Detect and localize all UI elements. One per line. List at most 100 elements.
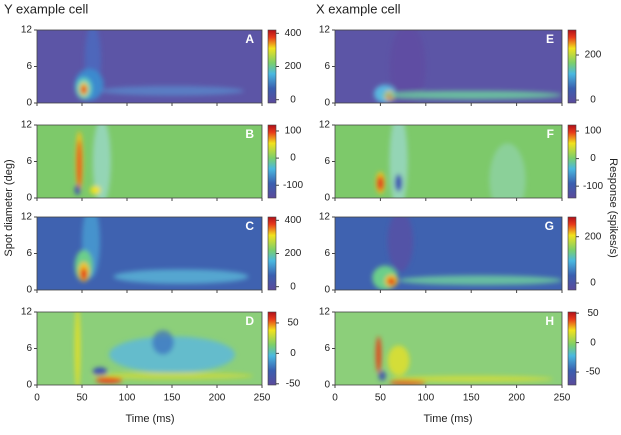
- heatmap-region: [152, 330, 174, 355]
- colorbar-tick-label: 0: [590, 278, 596, 289]
- heatmap: [335, 125, 562, 198]
- y-tick-label: 12: [21, 120, 33, 131]
- heatmap-region: [489, 143, 526, 198]
- colorbar-tick-label: 0: [290, 281, 296, 292]
- colorbar: [567, 124, 577, 199]
- colorbar: [567, 29, 577, 104]
- x-tick-label: 200: [209, 393, 226, 404]
- heatmap-region: [394, 174, 403, 192]
- colorbar-tick-label: 0: [290, 348, 296, 359]
- heatmap-region: [387, 345, 410, 376]
- colorbar-label: Response (spikes/s): [607, 158, 619, 258]
- y-tick-label: 12: [21, 307, 33, 318]
- heatmap: [37, 312, 262, 385]
- colorbar-tick-label: 200: [285, 248, 302, 259]
- heatmap-region: [375, 336, 382, 373]
- panel-label: F: [547, 127, 554, 141]
- x-tick-label: 200: [508, 393, 525, 404]
- colorbar-tick-label: 0: [290, 153, 296, 164]
- heatmap-region: [113, 269, 249, 284]
- heatmap-region: [387, 217, 414, 272]
- y-tick-label: 6: [26, 156, 32, 167]
- heatmap-region: [81, 85, 87, 94]
- colorbar-tick-label: 100: [285, 126, 302, 137]
- y-tick-label: 12: [319, 307, 331, 318]
- y-tick-label: 0: [26, 193, 32, 204]
- y-tick-label: 12: [21, 25, 33, 36]
- heatmap-region: [380, 90, 562, 100]
- heatmap-region: [92, 125, 111, 198]
- panel-label: B: [245, 127, 254, 141]
- colorbar-tick-label: 50: [587, 308, 599, 319]
- heatmap-region: [377, 176, 384, 191]
- colorbar-tick-label: -50: [286, 378, 301, 389]
- y-tick-label: 6: [26, 343, 32, 354]
- heatmap-background: [335, 312, 562, 385]
- heatmap-region: [109, 336, 235, 373]
- heatmap-region: [91, 372, 253, 380]
- heatmap-background: [335, 125, 562, 198]
- heatmap-region: [378, 371, 386, 381]
- panel: E 0 6 12 0 200: [319, 25, 602, 109]
- colorbar: [567, 216, 577, 291]
- heatmap-region: [74, 312, 81, 385]
- colorbar: [267, 216, 277, 291]
- heatmap-region: [90, 185, 101, 195]
- heatmap-region: [100, 85, 244, 96]
- heatmap-region: [74, 185, 81, 195]
- x-tick-label: 150: [463, 393, 480, 404]
- colorbar-tick-label: -50: [586, 367, 601, 378]
- y-tick-label: 6: [324, 156, 330, 167]
- panel-label: D: [245, 314, 254, 328]
- colorbar-tick-label: 200: [285, 61, 302, 72]
- heatmap-region: [389, 375, 553, 382]
- x-axis-label: Time (ms): [423, 413, 472, 425]
- column-title: X example cell: [316, 1, 401, 16]
- y-tick-label: 0: [324, 380, 330, 391]
- heatmap: [335, 30, 562, 103]
- colorbar-tick-label: 0: [590, 95, 596, 106]
- y-tick-label: 12: [319, 25, 331, 36]
- y-tick-label: 6: [324, 343, 330, 354]
- heatmap-background: [37, 125, 262, 198]
- y-tick-label: 12: [319, 212, 331, 223]
- colorbar-tick-label: 400: [285, 215, 302, 226]
- panel-label: H: [545, 314, 554, 328]
- y-tick-label: 12: [319, 120, 331, 131]
- y-axis-label: Spot diameter (deg): [3, 159, 15, 256]
- x-tick-label: 0: [332, 393, 338, 404]
- colorbar-tick-label: 0: [590, 337, 596, 348]
- heatmap-background: [335, 30, 562, 103]
- heatmap: [37, 30, 262, 103]
- heatmap: [335, 217, 562, 290]
- heatmap-region: [398, 275, 562, 286]
- heatmap-region: [77, 140, 82, 189]
- y-tick-label: 6: [26, 248, 32, 259]
- heatmap: [37, 217, 262, 290]
- colorbar-tick-label: -100: [583, 181, 603, 192]
- panel: A 0 6 12 0 200 400: [21, 25, 302, 109]
- colorbar-tick-label: -100: [283, 180, 303, 191]
- y-tick-label: 6: [26, 61, 32, 72]
- y-tick-label: 0: [26, 98, 32, 109]
- heatmap-region: [92, 367, 108, 376]
- y-tick-label: 6: [324, 61, 330, 72]
- colorbar-tick-label: 0: [590, 153, 596, 164]
- colorbar-tick-label: 200: [585, 231, 602, 242]
- heatmap: [37, 125, 262, 198]
- panel-label: C: [245, 219, 254, 233]
- y-tick-label: 0: [26, 380, 32, 391]
- panel: B 0 6 12 -100 0 100: [21, 120, 304, 204]
- y-tick-label: 0: [324, 285, 330, 296]
- panel: C 0 6 12 0 200 400: [21, 212, 302, 296]
- y-tick-label: 0: [324, 98, 330, 109]
- heatmap-region: [389, 125, 408, 198]
- x-tick-label: 150: [164, 393, 181, 404]
- column-title: Y example cell: [4, 1, 88, 16]
- panel-label: E: [546, 32, 554, 46]
- panel: D 0 6 12 0 50 100 150 200 250 -50 0 50: [21, 307, 301, 404]
- x-tick-label: 100: [119, 393, 136, 404]
- heatmap-region: [80, 268, 87, 281]
- heatmap-region: [387, 277, 395, 286]
- colorbar: [267, 124, 277, 199]
